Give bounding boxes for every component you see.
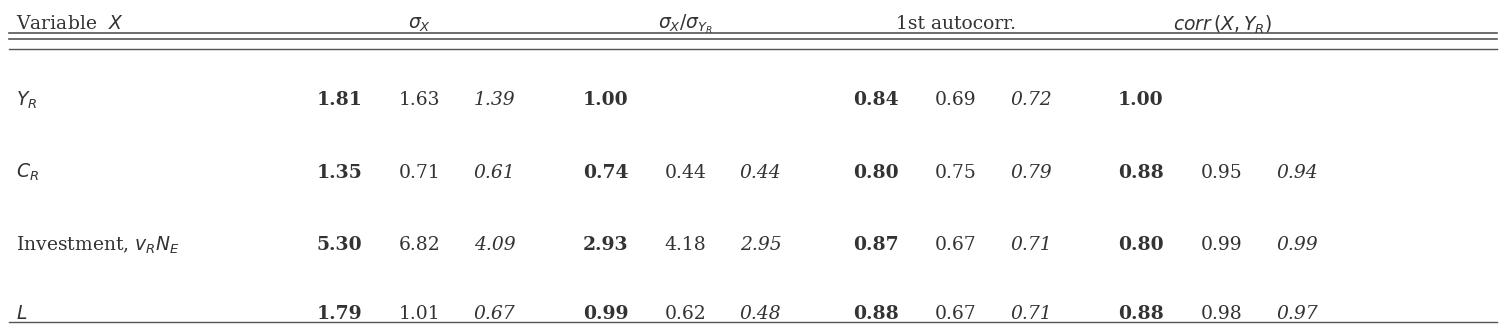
Text: 1.81: 1.81 [316,91,363,109]
Text: 0.69: 0.69 [935,91,977,109]
Text: 0.99: 0.99 [1277,236,1318,254]
Text: 4.09: 4.09 [473,236,515,254]
Text: 0.67: 0.67 [935,236,977,254]
Text: 1.79: 1.79 [316,305,363,323]
Text: 0.71: 0.71 [1011,236,1051,254]
Text: 2.93: 2.93 [583,236,628,254]
Text: Investment, $v_R N_E$: Investment, $v_R N_E$ [17,234,181,256]
Text: 1.35: 1.35 [316,164,363,182]
Text: 0.71: 0.71 [1011,305,1051,323]
Text: $\sigma_X$: $\sigma_X$ [408,15,431,34]
Text: 0.99: 0.99 [583,305,628,323]
Text: 2.95: 2.95 [739,236,782,254]
Text: 4.18: 4.18 [664,236,706,254]
Text: $C_R$: $C_R$ [17,162,39,183]
Text: 1.01: 1.01 [399,305,440,323]
Text: 0.87: 0.87 [854,236,899,254]
Text: 1.39: 1.39 [473,91,515,109]
Text: 0.80: 0.80 [1117,236,1164,254]
Text: 0.61: 0.61 [473,164,515,182]
Text: 1.63: 1.63 [399,91,440,109]
Text: 0.79: 0.79 [1011,164,1051,182]
Text: 0.44: 0.44 [739,164,782,182]
Text: 1.00: 1.00 [1117,91,1164,109]
Text: 5.30: 5.30 [316,236,363,254]
Text: 6.82: 6.82 [399,236,440,254]
Text: 0.72: 0.72 [1011,91,1051,109]
Text: $corr\,(X, Y_R)$: $corr\,(X, Y_R)$ [1173,13,1271,36]
Text: 0.95: 0.95 [1202,164,1242,182]
Text: 0.62: 0.62 [664,305,706,323]
Text: Variable  $X$: Variable $X$ [17,15,123,34]
Text: 0.88: 0.88 [1117,164,1164,182]
Text: $\sigma_X/\sigma_{Y_R}$: $\sigma_X/\sigma_{Y_R}$ [658,13,712,36]
Text: 0.88: 0.88 [854,305,899,323]
Text: 0.48: 0.48 [739,305,782,323]
Text: 0.67: 0.67 [473,305,515,323]
Text: 0.97: 0.97 [1277,305,1318,323]
Text: $Y_R$: $Y_R$ [17,90,38,111]
Text: 0.75: 0.75 [935,164,977,182]
Text: 0.67: 0.67 [935,305,977,323]
Text: 0.94: 0.94 [1277,164,1318,182]
Text: 0.80: 0.80 [854,164,899,182]
Text: 0.71: 0.71 [399,164,440,182]
Text: 1.00: 1.00 [583,91,628,109]
Text: 0.99: 0.99 [1202,236,1242,254]
Text: 0.74: 0.74 [583,164,628,182]
Text: 0.88: 0.88 [1117,305,1164,323]
Text: 0.44: 0.44 [664,164,706,182]
Text: 1st autocorr.: 1st autocorr. [896,15,1017,34]
Text: 0.98: 0.98 [1202,305,1242,323]
Text: $L$: $L$ [17,305,27,323]
Text: 0.84: 0.84 [854,91,899,109]
